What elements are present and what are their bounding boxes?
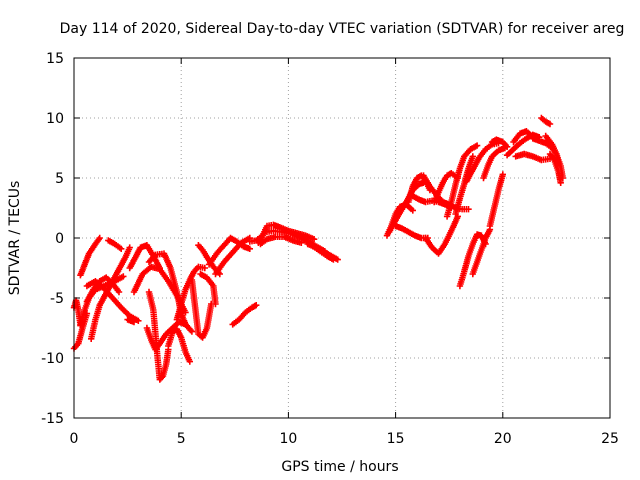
y-tick-label: -15	[41, 411, 64, 427]
y-tick-label: -5	[50, 291, 64, 307]
data-point-track	[257, 233, 305, 248]
grid-lines	[74, 58, 610, 418]
data-point-track	[212, 234, 253, 278]
data-point-track	[188, 276, 215, 341]
data-point-track	[197, 270, 219, 308]
x-tick-label: 15	[387, 431, 405, 447]
y-axis-label: SDTVAR / TECUs	[7, 181, 23, 296]
x-axis-label: GPS time / hours	[281, 459, 398, 475]
data-point-track	[443, 142, 481, 220]
data-point-track	[469, 226, 494, 278]
data-point-track	[306, 240, 337, 263]
data-point-track	[124, 316, 138, 326]
y-tick-label: 0	[55, 231, 64, 247]
data-point-track	[88, 244, 133, 342]
data-point-track	[512, 150, 554, 164]
x-tick-label: 25	[601, 431, 619, 447]
x-tick-label: 10	[279, 431, 297, 447]
chart-title: Day 114 of 2020, Sidereal Day-to-day VTE…	[60, 21, 625, 37]
y-tick-label: 10	[46, 111, 64, 127]
x-tick-label: 0	[70, 431, 79, 447]
data-point-track	[488, 136, 511, 150]
data-point-track	[538, 114, 554, 128]
y-tick-label: 5	[55, 171, 64, 187]
data-point-track	[83, 278, 142, 324]
data-point-track	[143, 318, 196, 353]
data-point-track	[486, 171, 506, 230]
x-tick-label: 20	[494, 431, 512, 447]
axis-ticks: 0 5 10 15 20 25 -15 -10 -5 0 5 10 15	[41, 51, 619, 447]
data-point-track	[173, 263, 208, 323]
data-point-track	[546, 150, 564, 186]
data-point-track	[229, 302, 260, 328]
data-marks	[70, 114, 566, 383]
data-point-track	[510, 128, 536, 146]
data-point-track	[165, 326, 193, 365]
data-point-track	[105, 237, 125, 252]
data-point-track	[77, 234, 103, 279]
data-point-track	[480, 144, 509, 182]
y-tick-label: 15	[46, 51, 64, 67]
x-tick-label: 5	[177, 431, 186, 447]
y-tick-label: -10	[41, 351, 64, 367]
data-point-track	[422, 213, 461, 257]
data-point-track	[456, 231, 489, 290]
